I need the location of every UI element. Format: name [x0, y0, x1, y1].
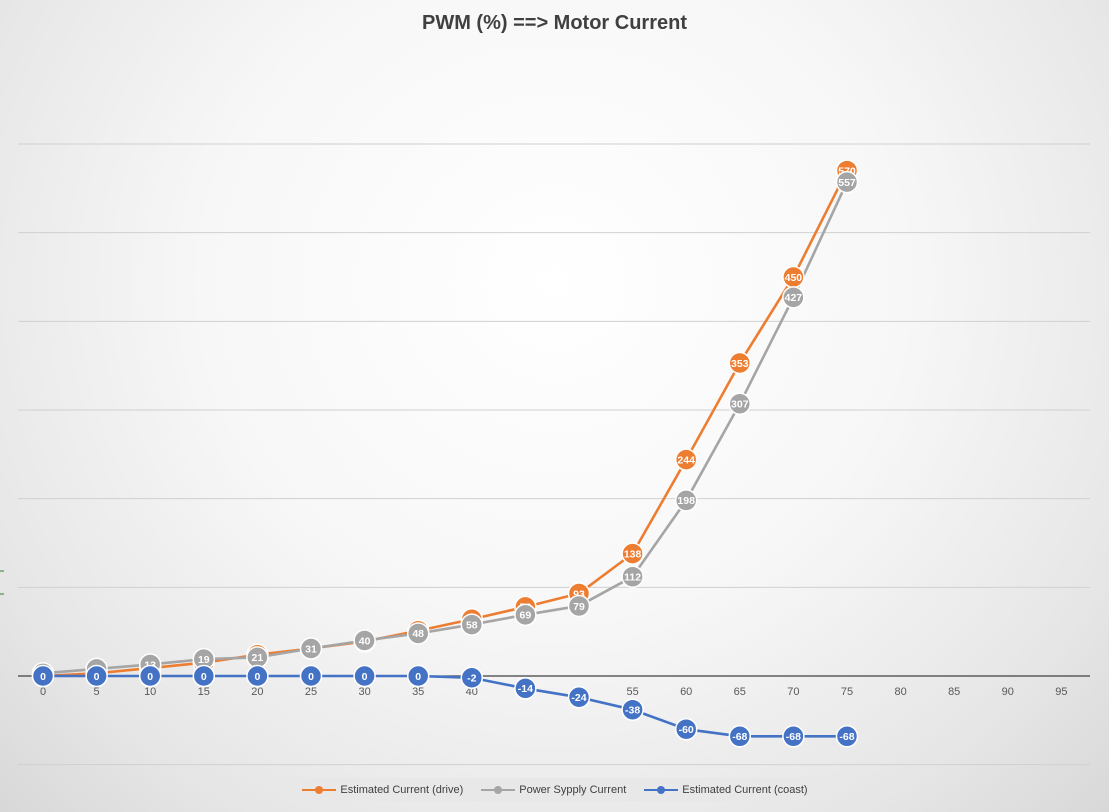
x-tick-label: 95: [1055, 686, 1067, 698]
data-label: 198: [677, 495, 695, 507]
data-point: [621, 542, 644, 565]
x-tick-label: 70: [787, 686, 799, 698]
data-point: [728, 392, 752, 416]
data-point: [835, 725, 859, 748]
data-point: [31, 664, 55, 688]
data-point: [674, 717, 698, 741]
legend-label: Estimated Current (coast): [682, 784, 808, 796]
legend: Estimated Current (drive) Power Sypply Cu…: [282, 778, 828, 802]
data-label: 19: [198, 654, 210, 666]
x-tick-label: 30: [358, 686, 370, 698]
x-tick-label: 90: [1002, 686, 1014, 698]
data-point: [728, 351, 752, 375]
data-label: 79: [573, 601, 585, 613]
data-point: [460, 613, 484, 636]
data-label: 31: [305, 643, 317, 655]
data-point: [138, 664, 162, 688]
data-label: 557: [838, 177, 856, 189]
data-label: 0: [201, 671, 207, 683]
data-point: [674, 489, 698, 512]
data-point: [514, 603, 537, 627]
series-line-0: [42, 169, 849, 678]
series-line-2: [43, 674, 847, 738]
chart-title: PWM (%) ==> Motor Current: [421, 12, 687, 34]
x-tick-label: 75: [841, 686, 853, 698]
data-label: -24: [571, 692, 586, 704]
legend-swatch: [302, 785, 337, 795]
data-point: [406, 622, 430, 645]
data-point: [246, 664, 269, 688]
data-label: 0: [415, 671, 421, 683]
data-point: [353, 664, 376, 688]
data-label: -68: [786, 731, 801, 743]
data-label: 0: [40, 671, 46, 683]
legend-label: Estimated Current (drive): [340, 784, 464, 796]
data-label: 427: [785, 292, 803, 304]
data-point: [567, 686, 591, 709]
data-point: [782, 725, 805, 748]
data-point: [674, 448, 698, 471]
data-label: -38: [625, 704, 640, 716]
data-label: 112: [624, 571, 641, 583]
x-tick-label: 15: [198, 686, 210, 698]
x-tick-label: 10: [144, 686, 156, 698]
series-line-1: [42, 181, 849, 675]
data-label: -68: [732, 731, 747, 743]
data-label: 93: [573, 588, 585, 600]
data-label: -2: [467, 673, 476, 685]
data-point: [192, 664, 216, 688]
data-label: 353: [731, 358, 749, 370]
data-label: -68: [839, 731, 854, 743]
x-tick-label: 35: [412, 686, 424, 698]
data-label: 0: [147, 671, 153, 683]
data-point: [353, 629, 376, 652]
x-tick-label: 80: [894, 686, 906, 698]
x-tick-label: 25: [305, 686, 317, 698]
data-point: [728, 725, 752, 748]
data-label: 244: [677, 454, 695, 466]
data-point: [567, 594, 591, 618]
data-point: [299, 637, 323, 660]
legend-item: Estimated Current (drive): [302, 784, 463, 796]
data-label: 69: [520, 610, 532, 622]
data-label: 0: [362, 671, 368, 683]
data-label: 0: [254, 671, 260, 683]
data-label: 48: [412, 628, 424, 640]
data-label: 58: [466, 619, 478, 631]
data-point: [460, 666, 484, 690]
data-label: 450: [785, 272, 803, 284]
data-point: [514, 677, 537, 700]
data-point: [406, 664, 430, 688]
data-label: 307: [731, 399, 749, 411]
data-point: [299, 664, 323, 688]
x-tick-label: 65: [734, 686, 746, 698]
data-point: [621, 698, 644, 721]
legend-swatch: [481, 785, 516, 795]
legend-swatch: [644, 785, 679, 795]
data-label: -14: [518, 683, 533, 695]
data-point: [835, 170, 859, 194]
legend-item: Power Sypply Current: [481, 784, 626, 796]
x-tick-label: 60: [680, 686, 692, 698]
data-label: 40: [359, 635, 371, 647]
data-point: [621, 565, 644, 588]
x-tick-label: 40: [466, 686, 478, 698]
data-label: 0: [308, 671, 314, 683]
x-tick-label: 5: [94, 686, 100, 698]
legend-label: Power Sypply Current: [519, 784, 627, 796]
data-label: -60: [679, 724, 694, 736]
data-point: [782, 286, 805, 309]
x-tick-label: 0: [40, 686, 46, 698]
x-tick-label: 85: [948, 686, 960, 698]
x-tick-label: 20: [251, 686, 263, 698]
data-label: 21: [252, 652, 264, 664]
x-tick-label: 55: [626, 686, 638, 698]
legend-item: Estimated Current (coast): [644, 784, 808, 796]
data-label: 0: [94, 671, 100, 683]
edge-decoration: [0, 570, 4, 595]
data-point: [85, 664, 108, 688]
data-label: 138: [624, 548, 642, 560]
